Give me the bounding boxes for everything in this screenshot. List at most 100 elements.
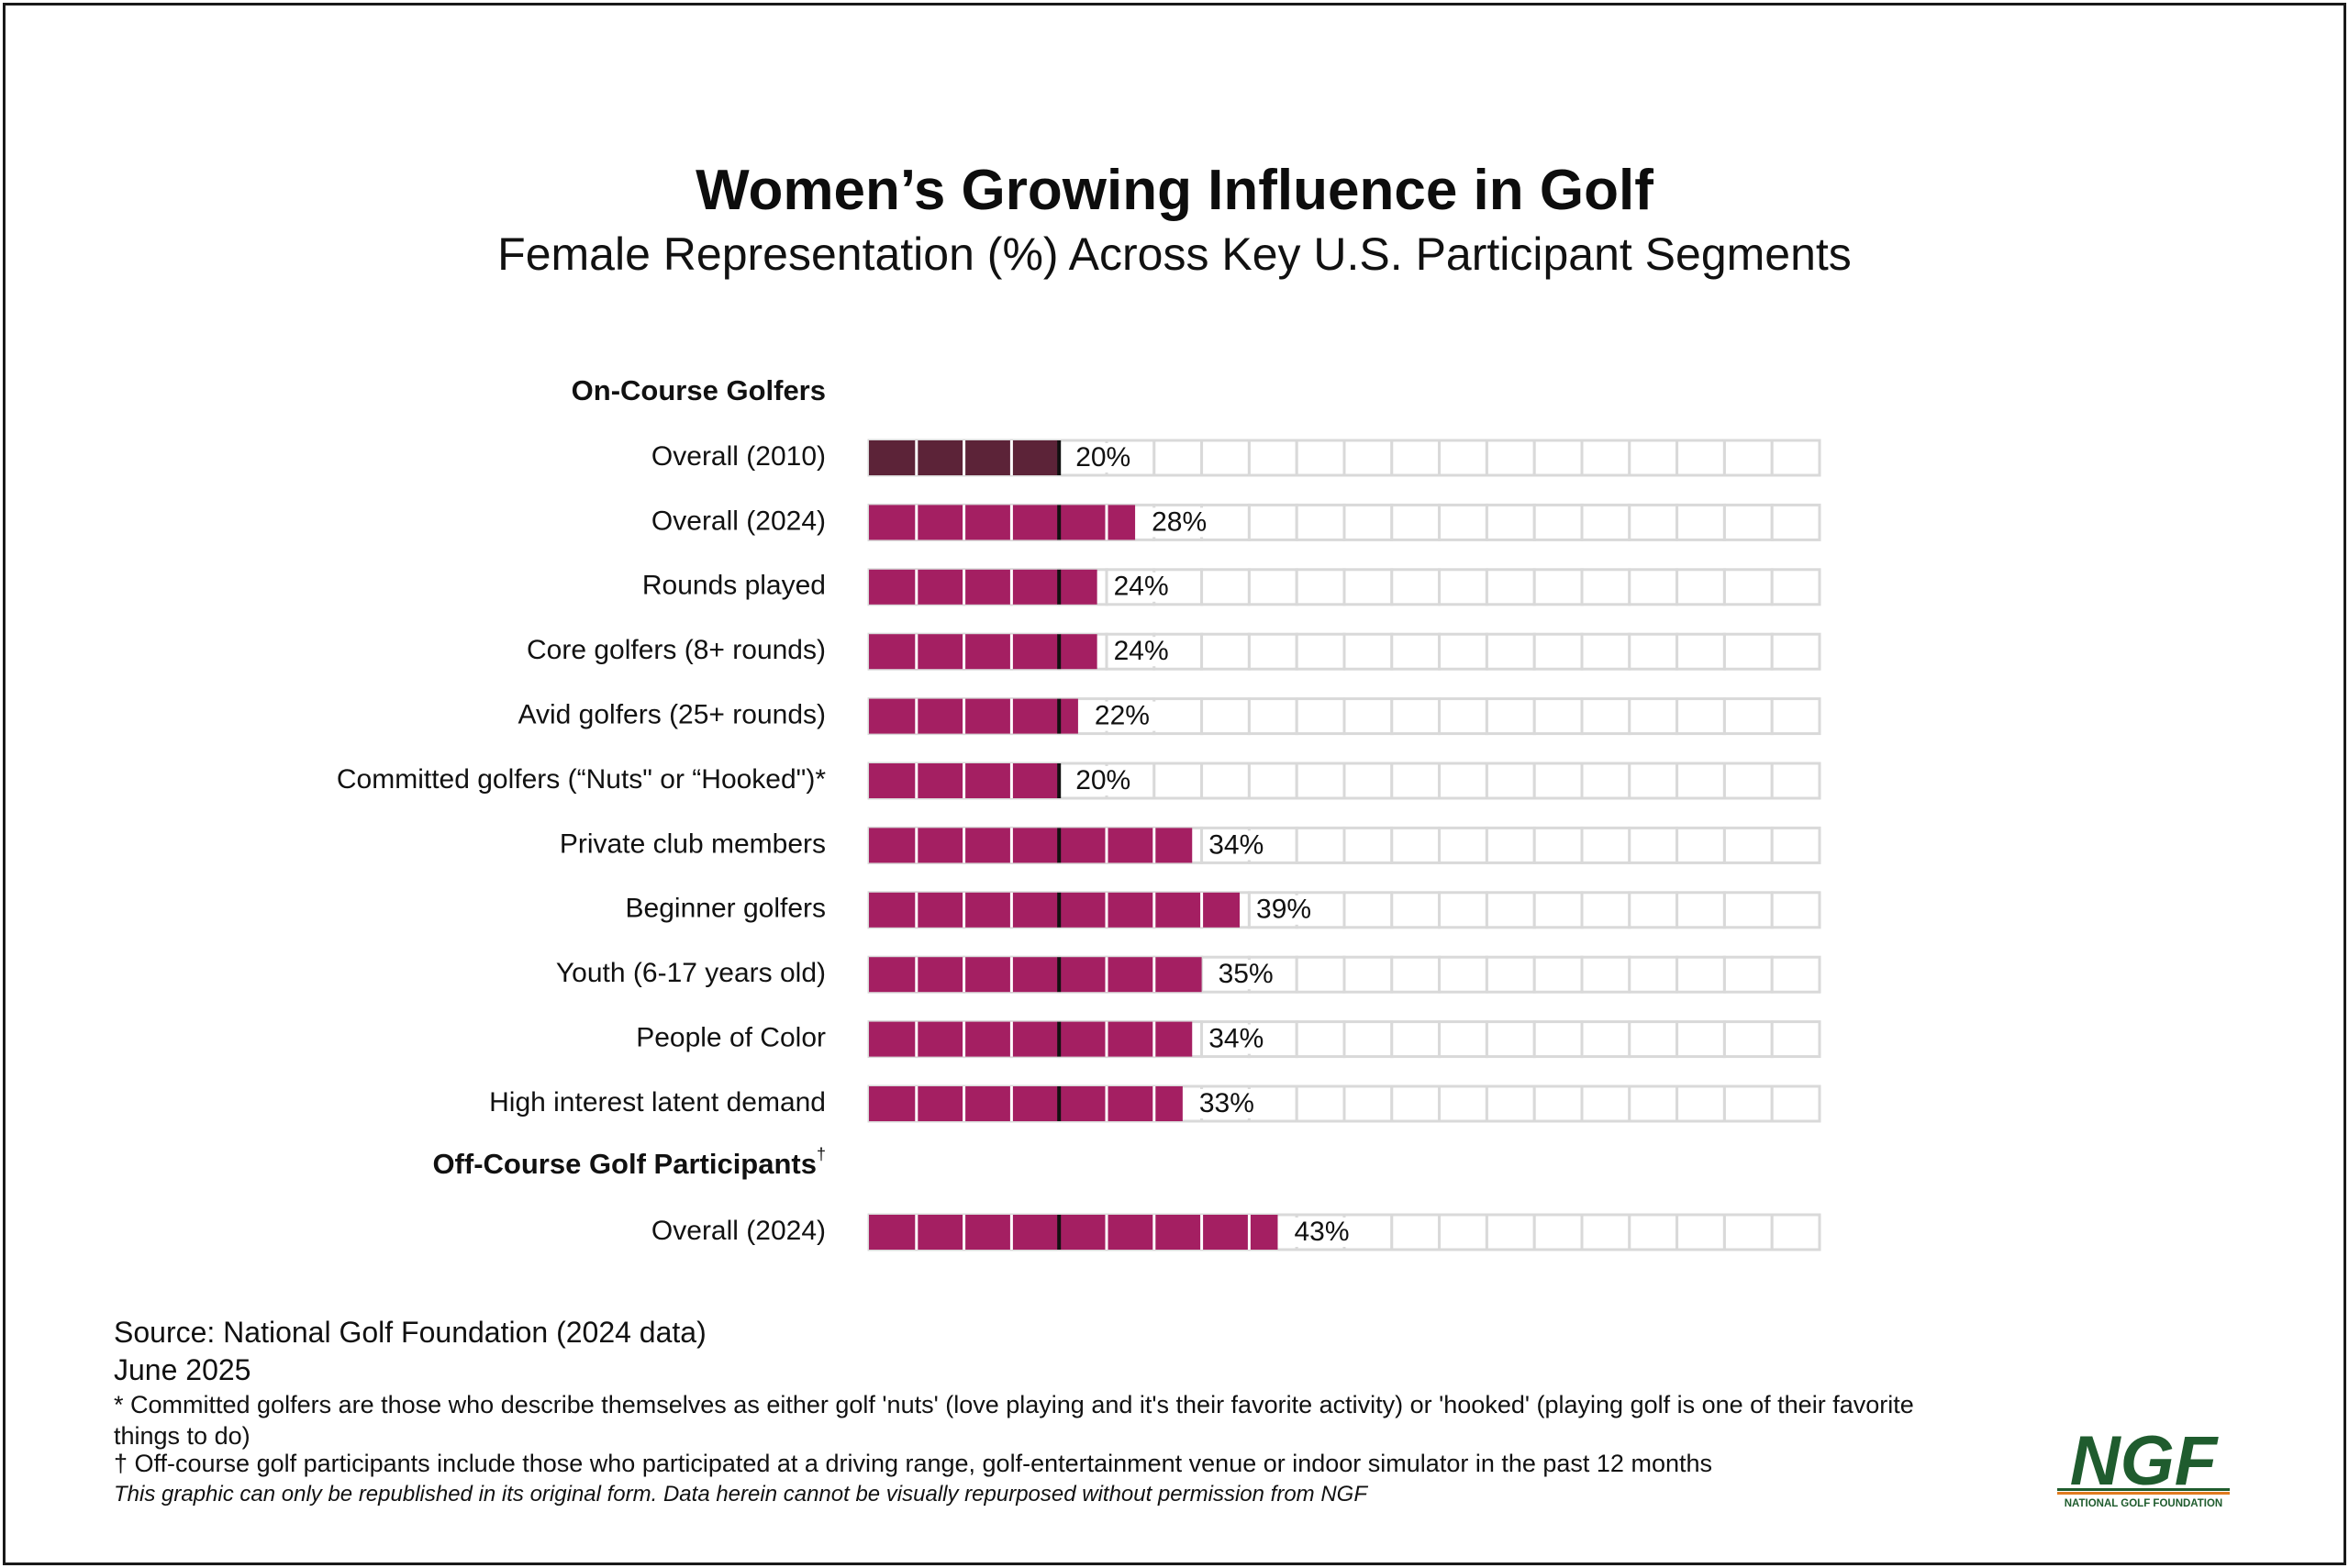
track-cell [1342, 1020, 1394, 1059]
track-cell [1342, 826, 1394, 864]
track-cell [1152, 762, 1204, 800]
track-cell [1438, 1213, 1488, 1251]
bar [869, 1086, 1183, 1121]
data-label: 28% [1152, 506, 1207, 537]
tick-label: High interest latent demand [489, 1087, 826, 1118]
data-label: 34% [1208, 1024, 1264, 1054]
track-cell [1580, 1084, 1631, 1123]
ngf-logo-tagline: NATIONAL GOLF FOUNDATION [2065, 1498, 2222, 1509]
track-cell [1342, 697, 1394, 736]
data-label: 24% [1114, 636, 1169, 666]
track-cell [1532, 891, 1584, 929]
track-cell [1295, 762, 1346, 800]
track-cell [1628, 1084, 1679, 1123]
track-cell [1295, 632, 1346, 671]
track-cell [1342, 955, 1394, 994]
track-cell [1390, 568, 1442, 606]
track-cell [1390, 503, 1442, 541]
track-cell [1485, 632, 1536, 671]
track-cell [1722, 439, 1774, 477]
data-label-background [1108, 637, 1189, 667]
track-cell [1675, 503, 1726, 541]
tick-label: Committed golfers (“Nuts" or “Hooked")* [337, 764, 826, 795]
track-cell [1532, 568, 1584, 606]
track-cell [1295, 1020, 1346, 1059]
track-cell [1438, 955, 1488, 994]
track-cell [1722, 762, 1774, 800]
track-cell [1390, 1213, 1442, 1251]
track-cell [1770, 891, 1821, 929]
bar [869, 892, 1241, 928]
data-label-background [1203, 830, 1285, 861]
track-cell [1722, 503, 1774, 541]
track-cell [1675, 1020, 1726, 1059]
track-cell [1200, 632, 1251, 671]
track-cell [1628, 503, 1679, 541]
track-cell [1247, 568, 1298, 606]
track-cell [1390, 762, 1442, 800]
track-cell [1675, 826, 1726, 864]
track-cell [1580, 955, 1631, 994]
track-cell [1247, 503, 1298, 541]
track-cell [1675, 1084, 1726, 1123]
track-cell [1628, 568, 1679, 606]
ngf-logo: NGF NATIONAL GOLF FOUNDATION [2057, 1428, 2230, 1509]
track-cell [1438, 503, 1488, 541]
tick-label: Rounds played [642, 571, 826, 601]
track-cell [1295, 439, 1346, 477]
track-cell [1200, 762, 1251, 800]
chart-subtitle: Female Representation (%) Across Key U.S… [497, 228, 1852, 280]
track-cell [1200, 439, 1251, 477]
track-cell [1485, 826, 1536, 864]
track-cell [1770, 1020, 1821, 1059]
track-cell [1770, 1213, 1821, 1251]
data-label-background [1251, 895, 1332, 925]
chart-title: Women’s Growing Influence in Golf [696, 159, 1653, 222]
ngf-logo-stripe [2057, 1492, 2230, 1495]
tick-label: Avid golfers (25+ rounds) [518, 700, 826, 730]
tick-label: People of Color [636, 1023, 826, 1053]
track-cell [1722, 1084, 1774, 1123]
track-cell [1580, 1020, 1631, 1059]
data-label: 24% [1114, 572, 1169, 602]
track-cell [1342, 503, 1394, 541]
track-cell [1628, 762, 1679, 800]
track-cell [1628, 439, 1679, 477]
track-cell [1675, 632, 1726, 671]
data-label-background [1088, 701, 1170, 731]
track-cell [1770, 697, 1821, 736]
track-cell [1485, 503, 1536, 541]
track-cell [1390, 439, 1442, 477]
track-cell [1770, 762, 1821, 800]
track-cell [1770, 439, 1821, 477]
track-cell [1295, 955, 1346, 994]
data-label: 35% [1219, 959, 1274, 989]
track-cell [1628, 697, 1679, 736]
track-cell [1342, 891, 1394, 929]
track-cell [1295, 697, 1346, 736]
track-cell [1722, 891, 1774, 929]
track-cell [1438, 1084, 1488, 1123]
track-cell [1485, 1084, 1536, 1123]
bar [869, 634, 1097, 670]
track-cell [1675, 891, 1726, 929]
track-cell [1532, 503, 1584, 541]
track-cell [1675, 955, 1726, 994]
track-cell [1532, 632, 1584, 671]
track-cell [1628, 632, 1679, 671]
tick-label: Overall (2010) [651, 441, 826, 472]
track-cell [1675, 697, 1726, 736]
track-cell [1390, 632, 1442, 671]
track-cell [1247, 439, 1298, 477]
track-cell [1722, 568, 1774, 606]
track-cell [1532, 826, 1584, 864]
track-cell [1532, 955, 1584, 994]
track-cell [1485, 1020, 1536, 1059]
tick-label: Overall (2024) [651, 1216, 826, 1246]
group-header-on-course: On-Course Golfers [572, 374, 826, 406]
republish-notice: This graphic can only be republished in … [114, 1482, 1367, 1507]
track-cell [1295, 1084, 1346, 1123]
track-cell [1628, 955, 1679, 994]
data-label: 34% [1208, 829, 1264, 860]
track-cell [1390, 1084, 1442, 1123]
